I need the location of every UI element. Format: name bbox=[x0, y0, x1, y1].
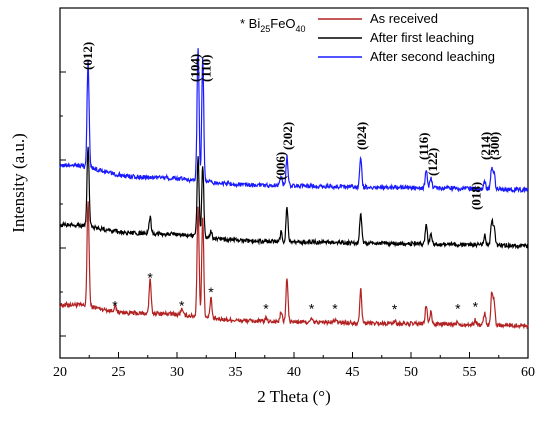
legend-note: * Bi25FeO40 bbox=[240, 16, 306, 34]
peak-label-7: (122) bbox=[425, 148, 440, 176]
series-traces bbox=[59, 48, 529, 330]
peak-label-4: (202) bbox=[280, 122, 295, 150]
legend-entry-0: As received bbox=[370, 11, 438, 26]
legend: * Bi25FeO40 As received After first leach… bbox=[240, 11, 495, 64]
x-tick-label: 35 bbox=[229, 365, 243, 380]
series-line-1 bbox=[59, 146, 529, 250]
x-tick-label: 30 bbox=[170, 365, 184, 380]
y-axis-title: Intensity (a.u.) bbox=[9, 133, 28, 233]
peak-label-8: (018) bbox=[469, 182, 484, 210]
impurity-star-6: * bbox=[332, 300, 338, 316]
peak-label-1: (104) bbox=[188, 54, 203, 82]
legend-entry-1: After first leaching bbox=[370, 30, 474, 45]
impurity-star-8: * bbox=[455, 300, 461, 316]
x-tick-label: 55 bbox=[463, 365, 477, 380]
series-line-2 bbox=[59, 48, 529, 194]
x-tick-label: 50 bbox=[404, 365, 418, 380]
x-axis-ticks: 20 25 30 35 40 45 50 55 60 bbox=[53, 352, 535, 380]
peak-label-10: (300) bbox=[487, 132, 502, 160]
peak-labels: (012) (104)(110) (006) (202) (024) (116)(122)… bbox=[80, 42, 502, 210]
impurity-star-1: * bbox=[147, 270, 153, 286]
x-tick-label: 20 bbox=[53, 365, 67, 380]
peak-label-9: (214) bbox=[478, 132, 493, 160]
impurity-star-4: * bbox=[263, 300, 269, 316]
x-tick-label: 60 bbox=[521, 365, 535, 380]
impurity-star-9: * bbox=[473, 298, 479, 314]
impurity-star-2: * bbox=[179, 297, 185, 313]
peak-label-3: (006) bbox=[273, 152, 288, 180]
peak-label-2: (110) bbox=[198, 55, 213, 82]
x-axis-title: 2 Theta (°) bbox=[257, 387, 331, 406]
peak-label-6: (116) bbox=[416, 133, 431, 160]
impurity-markers: * * * * * * * * * * bbox=[112, 270, 478, 317]
y-axis-ticks bbox=[60, 71, 66, 337]
impurity-star-5: * bbox=[309, 300, 315, 316]
series-line-0 bbox=[59, 201, 529, 330]
x-tick-label: 40 bbox=[287, 365, 301, 380]
x-tick-label: 45 bbox=[346, 365, 360, 380]
impurity-star-3: * bbox=[208, 284, 214, 300]
legend-entry-2: After second leaching bbox=[370, 49, 495, 64]
impurity-star-0: * bbox=[112, 297, 118, 313]
peak-label-5: (024) bbox=[354, 122, 369, 150]
x-tick-label: 25 bbox=[112, 365, 126, 380]
peak-label-0: (012) bbox=[80, 42, 95, 70]
impurity-star-7: * bbox=[392, 301, 398, 317]
